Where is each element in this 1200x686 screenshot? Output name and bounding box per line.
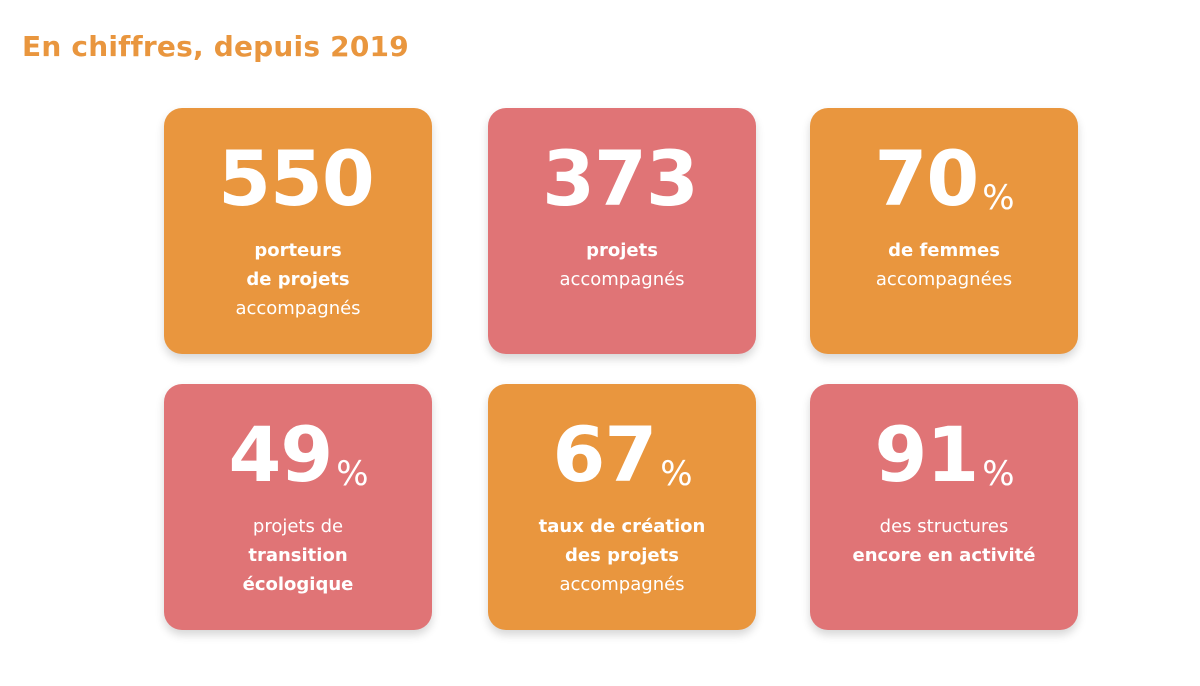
stat-line: transition <box>248 545 348 566</box>
stat-description: projets de transition écologique <box>164 512 432 599</box>
stat-number: 70 <box>874 134 979 223</box>
stat-description: de femmes accompagnées <box>810 236 1078 294</box>
stat-line: accompagnés <box>235 298 361 319</box>
stat-line: accompagnés <box>559 574 685 595</box>
stat-unit: % <box>982 178 1014 218</box>
stat-line: taux de création <box>538 516 706 537</box>
stat-line: des structures <box>879 516 1009 537</box>
stat-card-femmes: 70% de femmes accompagnées <box>810 108 1078 354</box>
stat-card-porteurs: 550 porteurs de projets accompagnés <box>164 108 432 354</box>
stat-card-activite: 91% des structures encore en activité <box>810 384 1078 630</box>
stat-line: écologique <box>242 574 354 595</box>
stat-number: 49 <box>228 410 333 499</box>
stat-card-transition: 49% projets de transition écologique <box>164 384 432 630</box>
stat-number: 373 <box>542 134 699 223</box>
stat-description: taux de création des projets accompagnés <box>488 512 756 599</box>
stat-line: accompagnés <box>559 269 685 290</box>
stat-description: porteurs de projets accompagnés <box>164 236 432 323</box>
stat-number: 91 <box>874 410 979 499</box>
stat-value: 49% <box>164 412 432 498</box>
stat-unit: % <box>336 454 368 494</box>
stat-description: des structures encore en activité <box>810 512 1078 570</box>
stat-value: 373 <box>488 136 756 222</box>
stat-value: 91% <box>810 412 1078 498</box>
stat-line: de projets <box>246 269 350 290</box>
stat-line: porteurs <box>254 240 342 261</box>
stat-card-projets: 373 projets accompagnés <box>488 108 756 354</box>
stat-description: projets accompagnés <box>488 236 756 294</box>
stat-value: 67% <box>488 412 756 498</box>
stat-line: projets <box>586 240 658 261</box>
stat-card-creation: 67% taux de création des projets accompa… <box>488 384 756 630</box>
stat-line: accompagnées <box>875 269 1013 290</box>
stat-line: encore en activité <box>852 545 1036 566</box>
stat-number: 67 <box>552 410 657 499</box>
stat-unit: % <box>660 454 692 494</box>
stat-line: de femmes <box>888 240 1000 261</box>
page-title: En chiffres, depuis 2019 <box>22 30 409 63</box>
stat-number: 550 <box>218 134 375 223</box>
stat-line: projets de <box>252 516 344 537</box>
stat-unit: % <box>982 454 1014 494</box>
stat-value: 550 <box>164 136 432 222</box>
stat-line: des projets <box>565 545 679 566</box>
stat-value: 70% <box>810 136 1078 222</box>
